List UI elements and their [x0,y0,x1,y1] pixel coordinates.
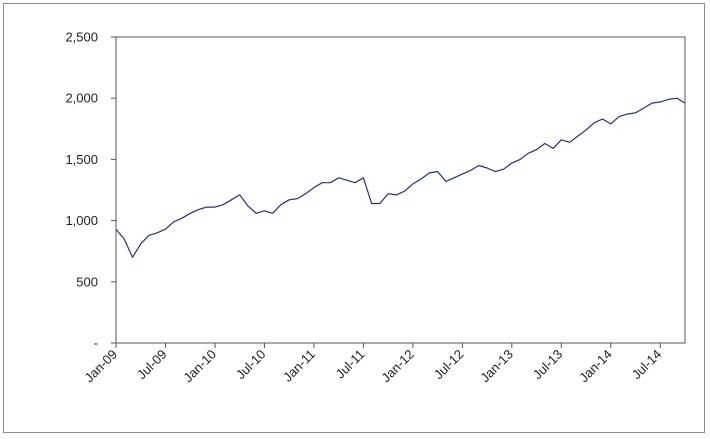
x-tick-label: Jan-11 [280,347,318,385]
y-tick-label: 1,000 [65,213,98,228]
x-tick-label: Jan-10 [180,347,219,386]
x-tick-label: Jan-14 [576,347,615,386]
x-tick-label: Jul-13 [530,347,566,383]
chart-frame [3,3,705,433]
x-tick-label: Jan-12 [378,347,417,386]
x-tick-label: Jul-14 [629,347,665,383]
x-axis-ticks: Jan-09 Jul-09 Jan-10 Jul-10 Jan-11 Jul-11 Jan-… [81,343,664,385]
x-tick-label: Jul-10 [233,347,269,383]
y-tick-label: 2,500 [65,30,98,45]
x-tick-label: Jul-11 [333,347,368,382]
series [115,97,686,258]
y-tick-label: 500 [76,274,98,289]
x-tick-label: Jan-09 [81,347,120,386]
y-tick-label: - [94,336,98,351]
x-tick-label: Jul-12 [431,347,467,383]
y-axis-ticks: - 500 1,000 1,500 2,000 2,500 [65,30,116,351]
axes [115,36,686,344]
series-line [115,97,686,258]
x-tick-label: Jul-09 [134,347,170,383]
y-tick-label: 1,500 [65,152,98,167]
x-tick-label: Jan-13 [477,347,516,386]
y-tick-label: 2,000 [65,91,98,106]
plot-area-border [115,36,686,344]
